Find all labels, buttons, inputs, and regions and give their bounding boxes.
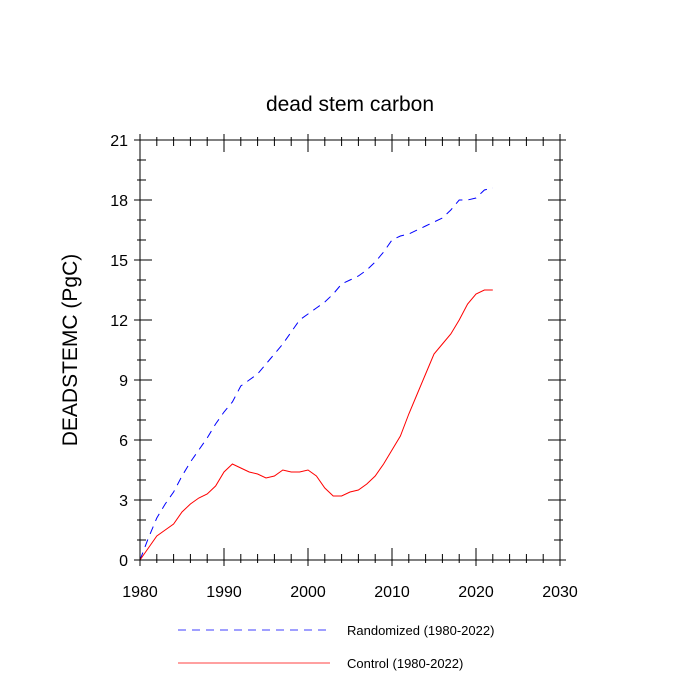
series-line-control	[139, 289, 493, 561]
y-tick-label: 12	[110, 313, 128, 330]
x-tick-label: 1980	[122, 584, 158, 601]
y-tick-label: 18	[110, 193, 128, 210]
y-tick-label: 3	[119, 493, 128, 510]
y-tick-label: 6	[119, 433, 128, 450]
legend-label-control: Control (1980-2022)	[347, 656, 463, 671]
x-tick-label: 2000	[290, 584, 326, 601]
legend-label-randomized: Randomized (1980-2022)	[347, 623, 494, 638]
legend: Randomized (1980-2022) Control (1980-202…	[178, 623, 494, 671]
y-axis-label: DEADSTEMC (PgC)	[59, 254, 82, 447]
x-tick-label: 2030	[542, 584, 578, 601]
x-tick-labels: 1980 1990 2000 2010 2020 2030	[122, 584, 578, 601]
x-tick-label: 2020	[458, 584, 494, 601]
plot-frame	[139, 139, 561, 561]
chart-title: dead stem carbon	[266, 93, 434, 116]
y-tick-labels: 0 3 6 9 12 15 18 21	[110, 133, 128, 570]
x-tick-label: 1990	[206, 584, 242, 601]
y-tick-label: 21	[110, 133, 128, 150]
y-tick-label: 9	[119, 373, 128, 390]
y-tick-label: 15	[110, 253, 128, 270]
x-tick-label: 2010	[374, 584, 410, 601]
series-lines	[139, 187, 493, 561]
series-line-randomized	[139, 187, 493, 561]
axis-ticks	[134, 134, 566, 566]
y-tick-label: 0	[119, 553, 128, 570]
